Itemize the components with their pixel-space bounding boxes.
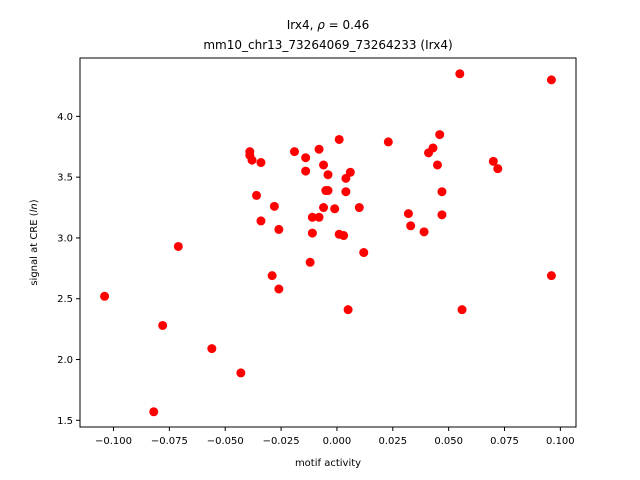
data-point-15 — [274, 284, 284, 294]
y-tick-label-5: 4.0 — [57, 112, 73, 123]
data-point-10 — [256, 158, 266, 168]
data-point-19 — [305, 257, 315, 267]
data-point-37 — [354, 203, 364, 213]
chart-subtitle: mm10_chr13_73264069_73264233 (Irx4) — [203, 38, 452, 52]
plot-frame — [79, 57, 577, 428]
x-axis-ticks: −0.100 −0.075 −0.050 −0.025 0.000 0.025 0.050 0… — [95, 427, 575, 447]
data-point-3 — [173, 241, 183, 251]
data-point-12 — [267, 271, 277, 281]
x-tick-label-8: 0.100 — [546, 436, 575, 447]
data-point-38 — [359, 248, 369, 258]
x-tick-label-0: −0.100 — [95, 436, 132, 447]
data-point-28 — [321, 186, 331, 196]
data-point-9 — [252, 190, 261, 200]
data-point-51 — [488, 156, 498, 166]
data-point-16 — [289, 147, 299, 157]
data-point-11 — [256, 216, 266, 226]
data-point-14 — [274, 224, 284, 234]
data-point-34 — [341, 187, 351, 197]
data-point-4 — [207, 344, 217, 354]
data-point-22 — [314, 144, 324, 154]
data-point-26 — [323, 170, 333, 180]
data-point-17 — [301, 153, 311, 163]
data-point-23 — [314, 212, 324, 222]
data-point-45 — [432, 160, 442, 170]
data-point-18 — [301, 166, 311, 176]
data-point-53 — [546, 75, 556, 85]
x-tick-label-5: 0.025 — [378, 436, 407, 447]
x-axis-label: motif activity — [295, 458, 361, 469]
x-tick-label-4: 0.000 — [323, 436, 352, 447]
y-tick-label-2: 2.5 — [57, 294, 73, 305]
data-point-49 — [455, 69, 465, 79]
chart-title: Irx4, ρ = 0.46 — [287, 18, 370, 32]
data-point-54 — [546, 271, 556, 281]
data-point-5 — [236, 368, 246, 378]
data-point-1 — [149, 407, 159, 417]
x-tick-label-1: −0.075 — [151, 436, 188, 447]
data-point-0 — [100, 291, 110, 301]
data-point-50 — [457, 305, 467, 315]
data-point-29 — [330, 204, 340, 214]
data-point-25 — [319, 203, 329, 213]
data-point-35 — [343, 305, 353, 315]
x-tick-label-2: −0.050 — [207, 436, 244, 447]
y-tick-label-1: 2.0 — [57, 355, 73, 366]
data-point-36 — [345, 167, 355, 177]
data-point-32 — [339, 231, 349, 241]
data-point-20 — [307, 212, 317, 222]
y-tick-label-0: 1.5 — [57, 416, 73, 427]
data-point-21 — [307, 228, 317, 238]
data-point-40 — [403, 209, 413, 219]
y-tick-label-3: 3.0 — [57, 233, 73, 244]
data-point-44 — [428, 143, 438, 153]
data-point-41 — [406, 221, 416, 231]
data-point-42 — [419, 227, 429, 237]
x-tick-label-6: 0.050 — [434, 436, 463, 447]
data-point-52 — [493, 164, 503, 174]
data-point-2 — [158, 320, 168, 330]
y-axis-ticks: 1.5 2.0 2.5 3.0 3.5 4.0 — [57, 112, 80, 427]
data-points — [100, 69, 556, 417]
x-tick-label-7: 0.075 — [490, 436, 519, 447]
data-point-46 — [435, 130, 445, 140]
y-tick-label-4: 3.5 — [57, 173, 73, 184]
data-point-47 — [437, 187, 447, 197]
data-point-8 — [247, 155, 257, 165]
data-point-13 — [269, 201, 279, 211]
data-point-39 — [383, 137, 393, 147]
x-tick-label-3: −0.025 — [263, 436, 300, 447]
data-point-24 — [319, 160, 329, 170]
rho-symbol: ρ — [317, 18, 325, 32]
y-axis-label: signal at CRE (ln) — [29, 199, 40, 285]
data-point-48 — [437, 210, 447, 220]
data-point-30 — [334, 134, 344, 144]
